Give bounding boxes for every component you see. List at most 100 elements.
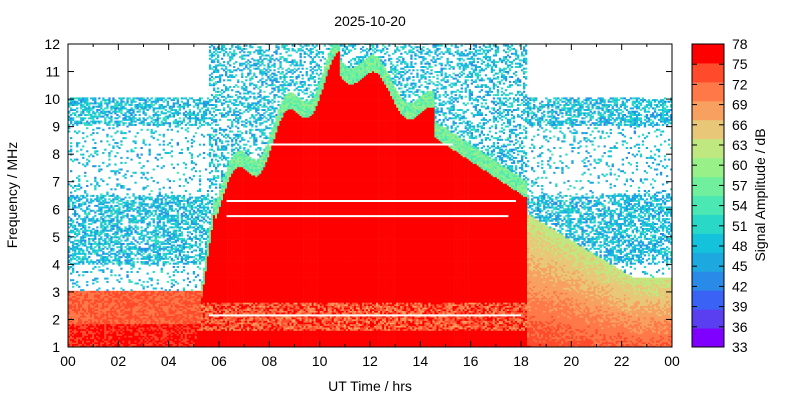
heatmap-cell (110, 327, 113, 330)
heatmap-cell (86, 302, 89, 305)
heatmap-cell (72, 337, 75, 340)
heatmap-cell (102, 201, 105, 204)
heatmap-cell (74, 242, 77, 245)
heatmap-cell (148, 231, 151, 234)
heatmap-cell (68, 337, 71, 340)
heatmap-cell (106, 193, 109, 196)
heatmap-cell (78, 332, 81, 335)
heatmap-cell (88, 213, 91, 216)
heatmap-cell (144, 196, 147, 199)
heatmap-cell (76, 102, 79, 105)
heatmap-cell (142, 280, 145, 283)
heatmap-cell (136, 241, 139, 244)
heatmap-cell (68, 317, 71, 320)
heatmap-cell (182, 196, 186, 199)
heatmap-cell (154, 123, 157, 126)
heatmap-cell (172, 229, 175, 232)
heatmap-cell (70, 343, 73, 346)
heatmap-cell (106, 234, 109, 237)
heatmap-cell (116, 327, 119, 330)
heatmap-cell (174, 229, 177, 232)
heatmap-cell (110, 252, 113, 255)
heatmap-cell (98, 340, 101, 343)
heatmap-cell (94, 297, 97, 300)
heatmap-cell (86, 127, 89, 130)
heatmap-cell (138, 279, 141, 282)
heatmap-cell (88, 109, 91, 111)
heatmap-cell (88, 313, 91, 316)
heatmap-cell (102, 295, 105, 298)
heatmap-cell (180, 100, 183, 103)
heatmap-cell (92, 305, 95, 308)
heatmap-cell (172, 279, 175, 282)
heatmap-cell (166, 100, 169, 103)
heatmap-cell (88, 312, 91, 315)
heatmap-cell (106, 345, 109, 347)
heatmap-cell (94, 279, 97, 282)
heatmap-cell (102, 247, 105, 250)
heatmap-cell (192, 199, 196, 202)
heatmap-cell (118, 97, 121, 100)
heatmap-cell (72, 295, 75, 298)
heatmap-cell (108, 299, 111, 302)
heatmap-cell (76, 199, 79, 202)
heatmap-cell (92, 120, 95, 123)
heatmap-cell (122, 335, 125, 338)
heatmap-cell (106, 122, 109, 125)
heatmap-cell (102, 320, 105, 323)
heatmap-cell (90, 342, 93, 344)
heatmap-cell (84, 117, 87, 120)
heatmap-cell (146, 128, 149, 131)
heatmap-cell (100, 203, 103, 206)
heatmap-cell (98, 97, 101, 100)
heatmap-cell (90, 102, 93, 105)
heatmap-cell (74, 318, 77, 321)
heatmap-cell (100, 299, 103, 302)
heatmap-cell (198, 219, 202, 222)
heatmap-cell (92, 128, 95, 131)
heatmap-cell (176, 282, 179, 285)
heatmap-cell (182, 112, 186, 115)
heatmap-cell (80, 295, 83, 298)
heatmap-cell (100, 327, 103, 330)
heatmap-cell (122, 132, 125, 135)
heatmap-cell (126, 257, 129, 260)
heatmap-cell (72, 224, 75, 227)
heatmap-cell (130, 175, 133, 178)
heatmap-cell (116, 241, 119, 244)
heatmap-cell (96, 231, 99, 234)
heatmap-cell (104, 322, 107, 325)
heatmap-cell (166, 237, 169, 240)
heatmap-cell (176, 105, 179, 108)
heatmap-cell (112, 309, 115, 311)
heatmap-cell (194, 275, 198, 278)
heatmap-cell (82, 310, 85, 313)
heatmap-cell (122, 204, 125, 207)
heatmap-cell (148, 206, 151, 209)
heatmap-cell (122, 198, 125, 201)
heatmap-cell (96, 249, 99, 252)
heatmap-cell (84, 123, 87, 126)
heatmap-cell (70, 104, 73, 106)
heatmap-cell (164, 252, 167, 255)
heatmap-cell (74, 290, 77, 293)
heatmap-cell (122, 137, 125, 140)
heatmap-cell (112, 332, 115, 335)
heatmap-cell (172, 271, 175, 273)
heatmap-cell (102, 231, 105, 234)
heatmap-cell (100, 295, 103, 298)
heatmap-cell (118, 196, 121, 199)
heatmap-cell (110, 135, 113, 138)
heatmap-cell (130, 262, 133, 265)
heatmap-cell (112, 201, 115, 204)
heatmap-cell (200, 117, 204, 120)
heatmap-cell (80, 330, 83, 333)
heatmap-cell (76, 110, 79, 113)
heatmap-cell (102, 214, 105, 217)
heatmap-cell (78, 307, 81, 310)
heatmap-cell (88, 332, 91, 335)
heatmap-cell (108, 206, 111, 209)
heatmap-cell (90, 337, 93, 340)
heatmap-cell (90, 183, 93, 186)
heatmap-cell (132, 193, 135, 196)
